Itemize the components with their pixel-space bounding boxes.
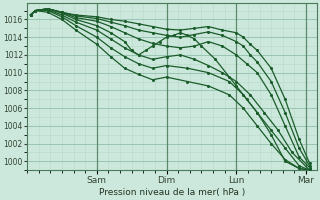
X-axis label: Pression niveau de la mer( hPa ): Pression niveau de la mer( hPa ): [99, 188, 245, 197]
